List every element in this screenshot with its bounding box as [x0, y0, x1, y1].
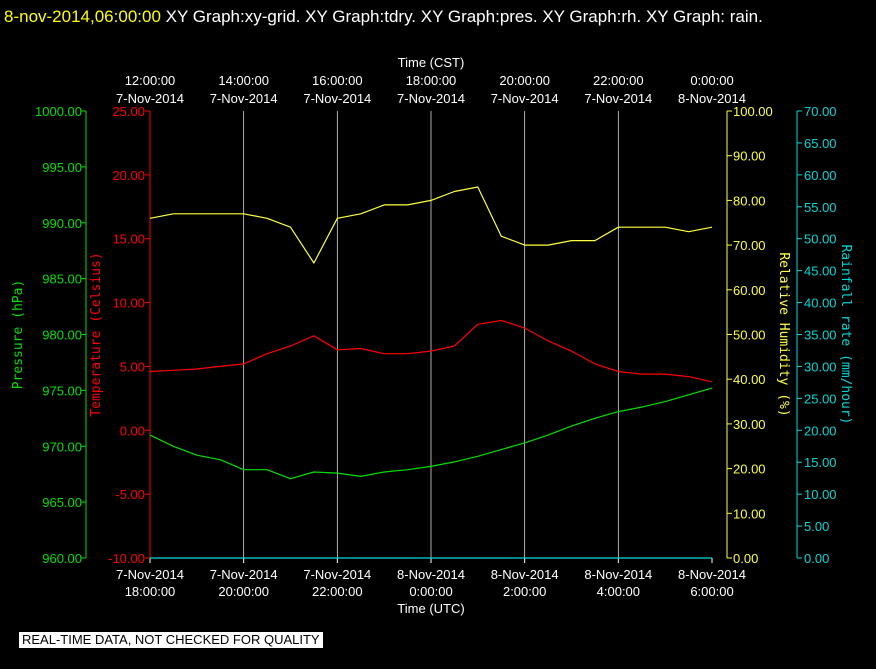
temperature-tick-label: 20.00 [112, 168, 145, 183]
pressure-tick-label: 980.00 [42, 328, 82, 343]
top-tick-time: 12:00:00 [125, 73, 176, 88]
rainfall-tick-label: 30.00 [804, 359, 837, 374]
quality-notice: REAL-TIME DATA, NOT CHECKED FOR QUALITY [19, 632, 323, 648]
top-axis-label: Time (CST) [398, 55, 465, 70]
humidity-tick-label: 50.00 [733, 328, 766, 343]
rainfall-tick-label: 70.00 [804, 104, 837, 119]
temperature-tick-label: 10.00 [112, 296, 145, 311]
humidity-tick-label: 20.00 [733, 462, 766, 477]
bottom-tick-date: 7-Nov-2014 [303, 567, 371, 582]
bottom-tick-date: 8-Nov-2014 [491, 567, 559, 582]
temperature-tick-label: 5.00 [120, 359, 145, 374]
pressure-tick-label: 970.00 [42, 439, 82, 454]
bottom-tick-time: 18:00:00 [125, 584, 176, 599]
top-tick-time: 20:00:00 [499, 73, 550, 88]
bottom-tick-time: 20:00:00 [218, 584, 269, 599]
top-tick-date: 7-Nov-2014 [491, 91, 559, 106]
rainfall-tick-label: 50.00 [804, 232, 837, 247]
rainfall-tick-label: 45.00 [804, 264, 837, 279]
top-tick-time: 14:00:00 [218, 73, 269, 88]
pressure-tick-label: 975.00 [42, 383, 82, 398]
bottom-tick-time: 0:00:00 [409, 584, 452, 599]
rainfall-tick-label: 35.00 [804, 328, 837, 343]
humidity-tick-label: 10.00 [733, 506, 766, 521]
bottom-tick-date: 8-Nov-2014 [678, 567, 746, 582]
bottom-tick-time: 2:00:00 [503, 584, 546, 599]
pressure-series-line [149, 387, 713, 480]
humidity-tick-label: 70.00 [733, 238, 766, 253]
top-tick-date: 8-Nov-2014 [678, 91, 746, 106]
pressure-axis-title: Pressure (hPa) [11, 280, 26, 390]
bottom-tick-time: 22:00:00 [312, 584, 363, 599]
rainfall-tick-label: 5.00 [804, 519, 829, 534]
rainfall-tick-label: 65.00 [804, 136, 837, 151]
pressure-tick-label: 965.00 [42, 495, 82, 510]
pressure-tick-label: 995.00 [42, 160, 82, 175]
bottom-tick-time: 6:00:00 [690, 584, 733, 599]
pressure-tick-label: 985.00 [42, 272, 82, 287]
bottom-tick-date: 7-Nov-2014 [116, 567, 184, 582]
rainfall-tick-label: 20.00 [804, 423, 837, 438]
header-timestamp: 8-nov-2014,06:00:00 [4, 7, 161, 26]
top-tick-time: 0:00:00 [690, 73, 733, 88]
graph-header: 8-nov-2014,06:00:00 XY Graph:xy-grid. XY… [4, 3, 864, 31]
top-tick-date: 7-Nov-2014 [303, 91, 371, 106]
top-tick-time: 16:00:00 [312, 73, 363, 88]
humidity-tick-label: 30.00 [733, 417, 766, 432]
bottom-axis-label: Time (UTC) [397, 601, 464, 616]
bottom-tick-time: 4:00:00 [597, 584, 640, 599]
humidity-tick-label: 100.00 [733, 104, 773, 119]
rainfall-tick-label: 40.00 [804, 296, 837, 311]
humidity-axis-title: Relative Humidity (%) [776, 252, 791, 416]
temperature-axis-title: Temperature (Celsius) [89, 252, 104, 416]
rainfall-tick-label: 10.00 [804, 487, 837, 502]
temperature-tick-label: 15.00 [112, 232, 145, 247]
top-tick-date: 7-Nov-2014 [584, 91, 652, 106]
humidity-tick-label: 0.00 [733, 551, 758, 566]
rainfall-tick-label: 55.00 [804, 200, 837, 215]
top-tick-date: 7-Nov-2014 [116, 91, 184, 106]
humidity-tick-label: 40.00 [733, 372, 766, 387]
humidity-series-line [149, 186, 713, 264]
rainfall-tick-label: 0.00 [804, 551, 829, 566]
rainfall-tick-label: 25.00 [804, 391, 837, 406]
rainfall-tick-label: 60.00 [804, 168, 837, 183]
rainfall-tick-label: 15.00 [804, 455, 837, 470]
bottom-tick-date: 7-Nov-2014 [210, 567, 278, 582]
pressure-tick-label: 990.00 [42, 216, 82, 231]
humidity-tick-label: 90.00 [733, 149, 766, 164]
temperature-tick-label: -5.00 [115, 487, 145, 502]
header-graph-titles: XY Graph:xy-grid. XY Graph:tdry. XY Grap… [165, 7, 763, 26]
humidity-tick-label: 60.00 [733, 283, 766, 298]
top-tick-time: 18:00:00 [406, 73, 457, 88]
top-tick-time: 22:00:00 [593, 73, 644, 88]
temperature-tick-label: 0.00 [120, 423, 145, 438]
top-tick-date: 7-Nov-2014 [210, 91, 278, 106]
temperature-tick-label: -10.00 [108, 551, 145, 566]
temperature-series-line [149, 319, 713, 383]
rainfall-axis-title: Rainfall rate (mm/hour) [838, 244, 853, 424]
humidity-tick-label: 80.00 [733, 193, 766, 208]
bottom-tick-date: 8-Nov-2014 [584, 567, 652, 582]
temperature-tick-label: 25.00 [112, 104, 145, 119]
pressure-tick-label: 960.00 [42, 551, 82, 566]
top-tick-date: 7-Nov-2014 [397, 91, 465, 106]
bottom-tick-date: 8-Nov-2014 [397, 567, 465, 582]
pressure-tick-label: 1000.00 [35, 104, 82, 119]
